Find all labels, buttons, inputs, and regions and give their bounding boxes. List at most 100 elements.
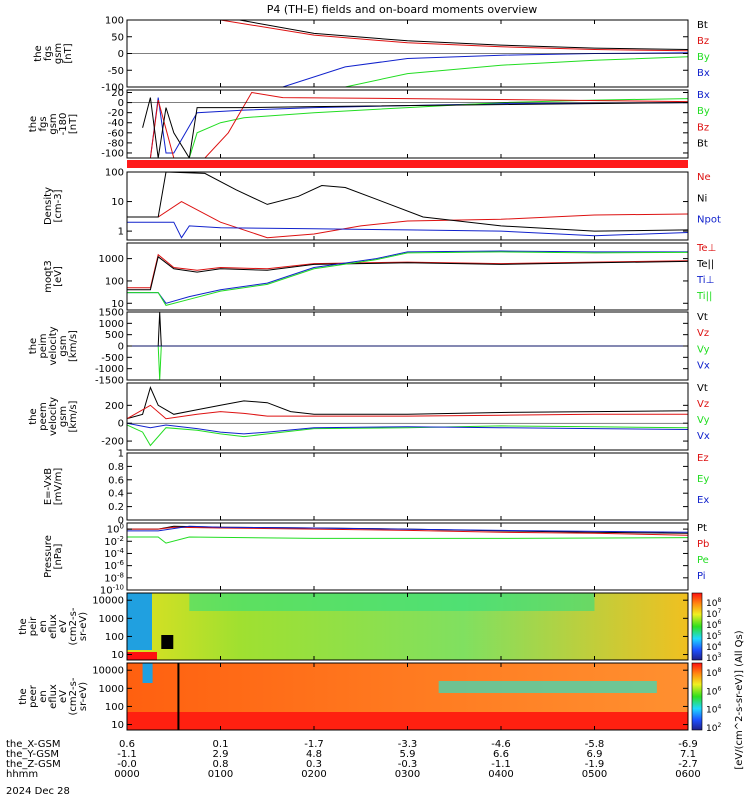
- page-title: P4 (TH-E) fields and on-board moments ov…: [267, 3, 538, 16]
- spectrogram-cyan-band: [438, 681, 657, 693]
- y-axis-label: [mV/m]: [53, 468, 64, 506]
- y-tick-label: 0: [118, 516, 124, 527]
- x-tick-label: -6.9: [678, 739, 698, 750]
- series-line-Vx: [127, 422, 688, 435]
- y-tick-label: 100: [105, 632, 124, 643]
- legend-Vy: Vy: [697, 415, 710, 426]
- y-axis-label: (cm2-s-: [68, 677, 79, 715]
- series-group: [127, 172, 688, 239]
- y-tick-label: 100: [107, 523, 124, 536]
- series-line-Ti⊥: [127, 250, 688, 304]
- y-tick-label: 1: [118, 449, 124, 460]
- y-axis-label: velocity: [48, 326, 59, 365]
- y-tick-label: -1500: [95, 376, 124, 387]
- x-tick-label: -0.3: [398, 759, 418, 770]
- series-line-Bt: [236, 20, 688, 50]
- colorbar-tick-label: 105: [706, 630, 721, 642]
- x-tick-label: 0100: [208, 769, 233, 780]
- legend-Ez: Ez: [697, 453, 709, 464]
- series-line-Pb: [127, 526, 688, 536]
- y-tick-label: 200: [105, 401, 124, 412]
- y-tick-label: 1000: [99, 254, 124, 265]
- y-tick-label: 10000: [92, 596, 124, 607]
- y-axis-label: [eV]: [53, 266, 64, 287]
- colorbar-tick-label: 106: [706, 685, 721, 697]
- series-line-Pe: [127, 536, 688, 544]
- y-tick-label: 10-8: [104, 571, 124, 584]
- spectrogram-low-energy-red: [127, 712, 688, 730]
- y-axis-label: [km/s]: [68, 330, 79, 362]
- y-tick-label: 10000: [92, 666, 124, 677]
- colorbar-tick-label: 102: [706, 722, 721, 734]
- x-tick-label: -4.6: [491, 739, 511, 750]
- y-axis-label: moqt3: [43, 260, 54, 293]
- panel-2: Bx By Bz Bt 200-20-40-60-80-100 the fgs gsm -180…: [28, 88, 710, 159]
- series-line-By: [188, 98, 688, 158]
- series-line-Te||: [127, 255, 688, 291]
- x-tick-label: 0500: [582, 769, 607, 780]
- legend-Pi: Pi: [697, 571, 706, 582]
- y-axis-label: eflux: [48, 614, 59, 639]
- spectrogram-low-energy-red: [127, 652, 157, 660]
- colorbar-tick-label: 108: [706, 597, 721, 609]
- legend-Te||: Te||: [696, 259, 714, 270]
- colorbar-title: [eV/(cm^2-s-sr-eV)] (All Qs): [734, 630, 745, 769]
- series-line-Bz: [211, 20, 688, 52]
- y-tick-label: 1000: [99, 319, 124, 330]
- colorbar: [691, 592, 703, 661]
- y-axis-label: peer: [28, 684, 39, 708]
- y-tick-label: 0.4: [108, 489, 124, 500]
- y-tick-label: 1000: [99, 684, 124, 695]
- y-axis-label: en: [38, 690, 49, 703]
- series-line-Ne: [127, 201, 688, 239]
- x-tick-label: 4.8: [306, 749, 322, 760]
- legend-Pe: Pe: [697, 555, 709, 566]
- y-tick-label: -80: [108, 138, 124, 149]
- y-axis-label: [km/s]: [68, 400, 79, 432]
- y-tick-label: 100: [105, 16, 124, 27]
- y-axis-label: the: [18, 688, 29, 704]
- legend-Pt: Pt: [697, 523, 707, 534]
- legend-Bx: Bx: [697, 68, 710, 79]
- x-tick-label: 0.3: [306, 759, 322, 770]
- spectrogram-black-patch: [161, 635, 174, 649]
- x-axis-labels: the_X-GSMthe_Y-GSMthe_Z-GSMhhmm0.6-1.1-0…: [6, 630, 745, 780]
- series-line-Ni: [127, 172, 688, 232]
- y-tick-label: -60: [108, 128, 124, 139]
- y-axis-label: the: [28, 116, 39, 132]
- y-axis-label: velocity: [48, 397, 59, 436]
- y-axis-label: the: [18, 618, 29, 634]
- x-tick-label: 6.9: [587, 749, 603, 760]
- y-tick-label: 0: [118, 49, 124, 60]
- spectrogram-early-cell: [142, 663, 153, 683]
- panel-7: Ez Ey Ex 1 0.8 0.6 0.4 0.2 0 E=-VxB [mV/m]: [43, 449, 709, 527]
- series-line-Npot: [127, 221, 688, 239]
- x-tick-label: 0000: [114, 769, 139, 780]
- red-status-bar: [127, 160, 688, 168]
- legend-Vx: Vx: [697, 431, 710, 442]
- y-tick-label: 50: [111, 32, 124, 43]
- y-axis-label: (cm2-s-: [68, 607, 79, 645]
- colorbar-tick-label: 103: [706, 652, 721, 664]
- y-tick-label: 0.8: [108, 462, 124, 473]
- spectrogram: [127, 663, 688, 730]
- y-tick-label: -40: [108, 118, 124, 129]
- series-line-Bz: [149, 91, 688, 158]
- x-row-label: the_Y-GSM: [6, 749, 59, 760]
- y-tick-label: 10-6: [104, 559, 124, 572]
- y-axis-label: the: [28, 338, 39, 354]
- x-tick-label: 0200: [301, 769, 326, 780]
- x-tick-label: 0400: [488, 769, 513, 780]
- legend-Ti⊥: Ti⊥: [696, 275, 714, 286]
- y-tick-label: 10-2: [104, 535, 124, 548]
- y-axis-label: Pressure: [43, 535, 54, 578]
- y-axis-label: gsm: [58, 406, 69, 427]
- legend-Te⊥: Te⊥: [696, 243, 716, 254]
- y-axis-label: [nPa]: [53, 543, 64, 569]
- series-line-By: [340, 56, 688, 87]
